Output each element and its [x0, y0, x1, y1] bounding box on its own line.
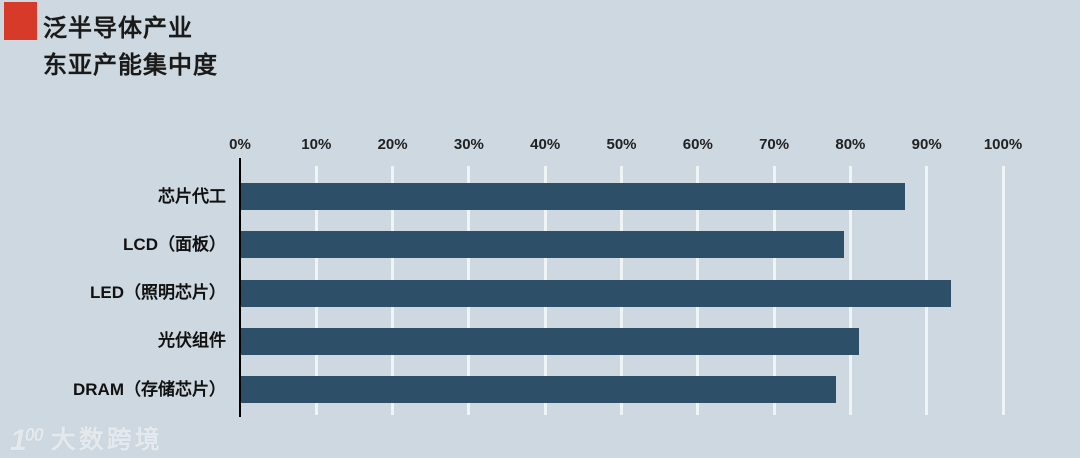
brand-red-square: [4, 2, 37, 40]
watermark: 100 大数跨境: [10, 418, 163, 458]
y-axis-line: [239, 158, 241, 417]
chart-title-line1: 泛半导体产业: [43, 15, 193, 42]
x-tick-label: 90%: [911, 136, 942, 153]
bar-row-2: [241, 279, 951, 307]
x-tick-label: 0%: [229, 136, 251, 153]
x-tick-label: 70%: [759, 136, 790, 153]
category-label: 光伏组件: [158, 331, 226, 351]
x-tick-label: 80%: [835, 136, 866, 153]
chart-title: 泛半导体产业 东亚产能集中度: [43, 10, 218, 84]
gridline: [1001, 166, 1005, 415]
watermark-logo-icon: 100: [10, 424, 44, 457]
bar-row-3: [241, 327, 860, 355]
category-label: LED（照明芯片）: [90, 283, 226, 303]
bar-row-1: [241, 231, 844, 259]
x-tick-label: 50%: [606, 136, 637, 153]
bar-row-0: [241, 183, 905, 210]
category-label: 芯片代工: [158, 186, 226, 206]
chart-title-line2: 东亚产能集中度: [43, 52, 218, 79]
x-tick-label: 10%: [301, 136, 332, 153]
category-label: LCD（面板）: [123, 234, 226, 254]
x-tick-label: 30%: [453, 136, 484, 153]
x-tick-label: 60%: [682, 136, 713, 153]
watermark-text: 大数跨境: [50, 426, 163, 454]
x-tick-label: 100%: [983, 136, 1023, 153]
category-label: DRAM（存储芯片）: [73, 379, 226, 399]
x-tick-label: 20%: [377, 136, 408, 153]
bar-row-4: [241, 376, 837, 404]
x-tick-label: 40%: [530, 136, 561, 153]
